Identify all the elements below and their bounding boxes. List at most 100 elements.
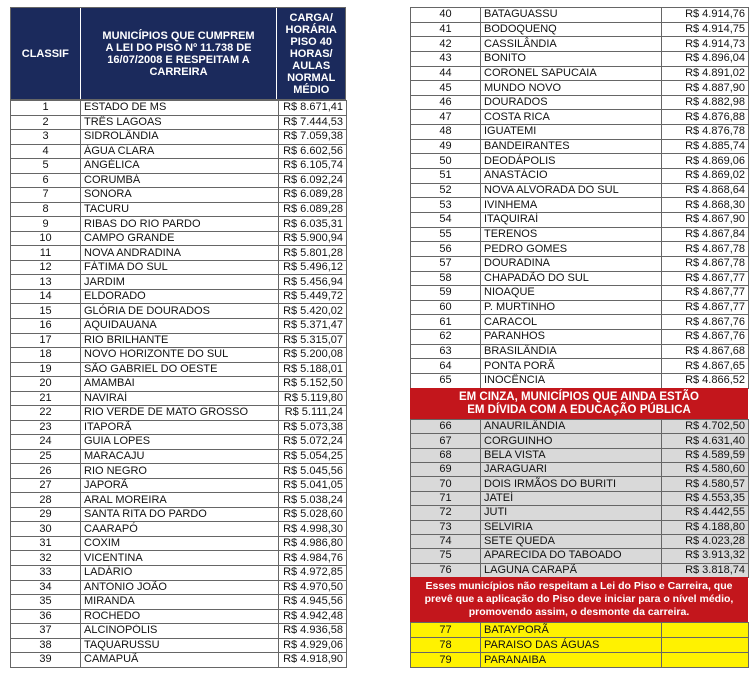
cell: BATAGUASSU <box>480 7 662 23</box>
cell: 39 <box>10 652 81 668</box>
row: 24 GUIA LOPES R$ 5.072,24 <box>10 434 347 450</box>
cell: P. MURTINHO <box>480 299 662 316</box>
row: 13 JARDIM R$ 5.456,94 <box>10 274 347 290</box>
cell: R$ 5.315,07 <box>278 332 347 349</box>
cell: R$ 6.035,31 <box>278 216 347 232</box>
row: 12 FÁTIMA DO SUL R$ 5.496,12 <box>10 259 347 276</box>
text-line: Esses municípios não respeitam a Lei do … <box>425 580 733 592</box>
cell: R$ 4.867,65 <box>661 358 749 375</box>
cell: 78 <box>410 637 481 653</box>
left-header: CLASSIF MUNICÍPIOS QUE CUMPREM A LEI DO P… <box>10 7 346 100</box>
table: 77 BATAYPORÃ 78 PARAISO DAS ÁGUAS 79 PARANAIB… <box>410 622 749 668</box>
cell: R$ 5.152,50 <box>278 376 347 392</box>
text-line: 16/07/2008 E RESPEITAM A <box>107 53 250 66</box>
cell: 35 <box>10 594 81 610</box>
text-line: EM DÍVIDA COM A EDUCAÇÃO PÚBLICA <box>467 403 691 416</box>
row: 58 CHAPADÃO DO SUL R$ 4.867,77 <box>410 270 749 287</box>
cell <box>661 637 749 653</box>
cell: 2 <box>10 114 81 131</box>
cell: R$ 4.942,48 <box>278 608 347 625</box>
cell: R$ 4.867,76 <box>661 314 749 331</box>
cell: 58 <box>410 270 481 287</box>
cell: R$ 4.885,74 <box>661 138 749 155</box>
row: 19 SÃO GABRIEL DO OESTE R$ 5.188,01 <box>10 361 347 378</box>
cell: R$ 4.580,57 <box>661 476 749 492</box>
cell: 76 <box>410 562 481 578</box>
row: 34 ANTONIO JOÃO R$ 4.970,50 <box>10 579 347 596</box>
cell: 19 <box>10 361 81 378</box>
row: 10 CAMPO GRANDE R$ 5.900,94 <box>10 230 347 247</box>
row: 68 BELA VISTA R$ 4.589,59 <box>410 447 749 464</box>
cell: 54 <box>410 211 481 228</box>
cell: R$ 7.059,38 <box>278 129 347 145</box>
cell: BANDEIRANTES <box>480 138 662 155</box>
text-line: A LEI DO PISO Nº 11.738 DE <box>105 41 252 54</box>
cell: 50 <box>410 153 481 170</box>
cell: 65 <box>410 373 481 389</box>
table: 1 ESTADO DE MS R$ 8.671,41 2 TRÊS LAGOAS R$ 7… <box>10 100 347 668</box>
cell: R$ 7.444,53 <box>278 114 347 131</box>
cell: 61 <box>410 314 481 331</box>
row: 50 DEODÁPOLIS R$ 4.869,06 <box>410 153 749 170</box>
cell: CAMAPUÃ <box>80 652 279 668</box>
text-line: CARGA/ <box>289 11 333 24</box>
cell: ANGÉLICA <box>80 158 279 174</box>
row: 55 TERENOS R$ 4.867,84 <box>410 226 749 243</box>
cell: 25 <box>10 448 81 465</box>
cell: SELVIRIA <box>480 519 662 535</box>
cell: R$ 4.867,77 <box>661 299 749 316</box>
cell: AMAMBAI <box>80 376 279 392</box>
cell: R$ 4.984,76 <box>278 550 347 566</box>
cell: ESTADO DE MS <box>80 100 279 116</box>
cell: 43 <box>410 50 481 67</box>
cell: R$ 5.420,02 <box>278 303 347 319</box>
cell: CORUMBÁ <box>80 172 279 189</box>
cell: R$ 4.914,75 <box>661 21 749 38</box>
row: 11 NOVA ANDRADINA R$ 5.801,28 <box>10 245 347 261</box>
cell: R$ 4.867,78 <box>661 255 749 272</box>
row: 64 PONTA PORÃ R$ 4.867,65 <box>410 358 749 375</box>
cell: R$ 5.801,28 <box>278 245 347 261</box>
row: 52 NOVA ALVORADA DO SUL R$ 4.868,64 <box>410 182 749 199</box>
cell: R$ 5.072,24 <box>278 434 347 450</box>
cell: GLÓRIA DE DOURADOS <box>80 303 279 319</box>
row: 61 CARACOL R$ 4.867,76 <box>410 314 749 331</box>
row: 78 PARAISO DAS ÁGUAS <box>410 637 749 653</box>
row: 26 RIO NEGRO R$ 5.045,56 <box>10 463 347 479</box>
cell: 62 <box>410 329 481 345</box>
cell: 51 <box>410 168 481 184</box>
cell: 32 <box>10 550 81 566</box>
cell: R$ 4.867,90 <box>661 211 749 228</box>
row: 21 NAVIRAÍ R$ 5.119,80 <box>10 390 347 407</box>
cell: 15 <box>10 303 81 319</box>
table: 66 ANAURILÂNDIA R$ 4.702,50 67 CORGUINHO R$ 4… <box>410 418 749 578</box>
cell: R$ 6.089,28 <box>278 201 347 218</box>
cell: 73 <box>410 519 481 535</box>
cell: R$ 5.496,12 <box>278 259 347 276</box>
cell: R$ 4.867,68 <box>661 343 749 360</box>
cell: 36 <box>10 608 81 625</box>
row: 69 JARAGUARI R$ 4.580,60 <box>410 462 749 478</box>
cell: PARANHOS <box>480 329 662 345</box>
row: 28 ARAL MOREIRA R$ 5.038,24 <box>10 492 347 508</box>
cell: DOIS IRMÃOS DO BURITI <box>480 476 662 492</box>
cell: R$ 5.038,24 <box>278 492 347 508</box>
cell: TACURU <box>80 201 279 218</box>
row: 72 JUTI R$ 4.442,55 <box>410 505 749 521</box>
text-line: MUNICÍPIOS QUE CUMPREM <box>102 29 255 42</box>
cell: CHAPADÃO DO SUL <box>480 270 662 287</box>
cell: NOVA ALVORADA DO SUL <box>480 182 662 199</box>
cell: DEODÁPOLIS <box>480 153 662 170</box>
row: 4 ÁGUA CLARA R$ 6.602,56 <box>10 143 347 160</box>
cell: ANAURILÂNDIA <box>480 418 662 435</box>
text-line: CARREIRA <box>149 65 208 78</box>
cell: 60 <box>410 299 481 316</box>
cell: SIDROLÂNDIA <box>80 129 279 145</box>
cell: NIOAQUE <box>480 285 662 301</box>
cell: ARAL MOREIRA <box>80 492 279 508</box>
cell: 11 <box>10 245 81 261</box>
cell: R$ 4.866,52 <box>661 373 749 389</box>
cell: R$ 5.200,08 <box>278 347 347 363</box>
cell: SETE QUEDA <box>480 533 662 550</box>
row: 62 PARANHOS R$ 4.867,76 <box>410 329 749 345</box>
